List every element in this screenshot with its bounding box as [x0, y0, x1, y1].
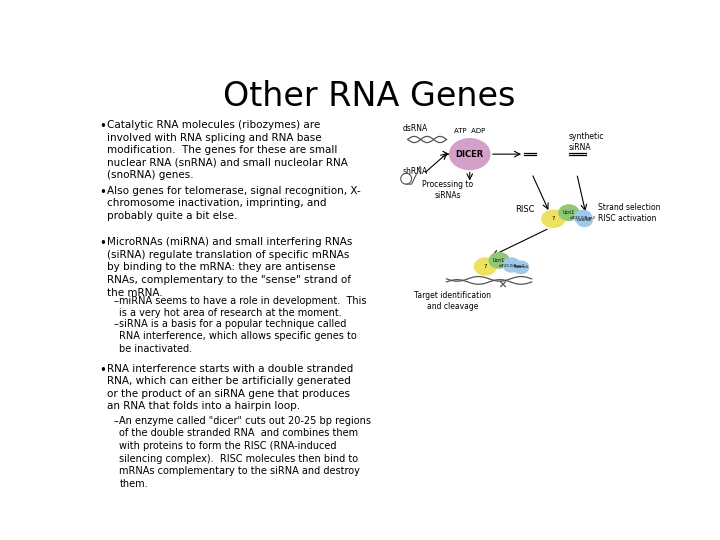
Text: siRNA is a basis for a popular technique called
RNA interference, which allows s: siRNA is a basis for a popular technique…	[120, 319, 357, 354]
Text: RISC: RISC	[515, 205, 534, 214]
Text: ATP  ADP: ATP ADP	[454, 128, 485, 134]
Text: –: –	[113, 296, 118, 306]
Text: 7: 7	[552, 217, 555, 221]
Text: Other RNA Genes: Other RNA Genes	[222, 80, 516, 113]
Text: •: •	[99, 363, 106, 376]
Ellipse shape	[503, 258, 520, 272]
Text: •: •	[99, 120, 106, 133]
Text: Ucn1: Ucn1	[563, 210, 575, 215]
Ellipse shape	[449, 139, 490, 170]
Text: shRNA: shRNA	[402, 166, 428, 176]
Text: miRNA seems to have a role in development.  This
is a very hot area of research : miRNA seems to have a role in developmen…	[120, 296, 367, 319]
Text: Target identification
and cleavage: Target identification and cleavage	[414, 291, 491, 311]
Text: •: •	[99, 237, 106, 250]
Text: An enzyme called "dicer" cuts out 20-25 bp regions
of the double stranded RNA  a: An enzyme called "dicer" cuts out 20-25 …	[120, 416, 372, 489]
Text: –: –	[113, 416, 118, 426]
Text: Catalytic RNA molecules (ribozymes) are
involved with RNA splicing and RNA base
: Catalytic RNA molecules (ribozymes) are …	[107, 120, 348, 180]
Text: synthetic
siRNA: synthetic siRNA	[569, 132, 605, 152]
Text: DICER: DICER	[456, 150, 484, 159]
Text: –: –	[113, 319, 118, 329]
Text: Geom4: Geom4	[513, 265, 528, 269]
Text: Processing to
siRNAs: Processing to siRNAs	[423, 180, 474, 200]
Text: Also genes for telomerase, signal recognition, X-
chromosome inactivation, impri: Also genes for telomerase, signal recogn…	[107, 186, 361, 221]
Ellipse shape	[559, 205, 579, 220]
Text: Ucn1: Ucn1	[493, 258, 505, 263]
Text: eIF2C2/Ago2: eIF2C2/Ago2	[498, 264, 525, 268]
Text: MicroRNAs (miRNA) and small interfering RNAs
(siRNA) regulate translation of spe: MicroRNAs (miRNA) and small interfering …	[107, 237, 352, 298]
Ellipse shape	[489, 253, 509, 268]
Ellipse shape	[577, 214, 593, 226]
Text: dsRNA: dsRNA	[402, 124, 428, 132]
Text: Strand selection
RISC activation: Strand selection RISC activation	[598, 202, 661, 222]
Text: Geom4: Geom4	[577, 218, 592, 222]
Text: 7: 7	[484, 264, 487, 269]
Ellipse shape	[575, 210, 591, 224]
Text: RNA interference starts with a double stranded
RNA, which can either be artifici: RNA interference starts with a double st…	[107, 363, 354, 411]
Text: •: •	[99, 186, 106, 199]
Text: eIF2C2/Ago2: eIF2C2/Ago2	[570, 216, 596, 220]
Ellipse shape	[513, 261, 528, 273]
Ellipse shape	[474, 258, 496, 275]
Ellipse shape	[542, 210, 565, 227]
